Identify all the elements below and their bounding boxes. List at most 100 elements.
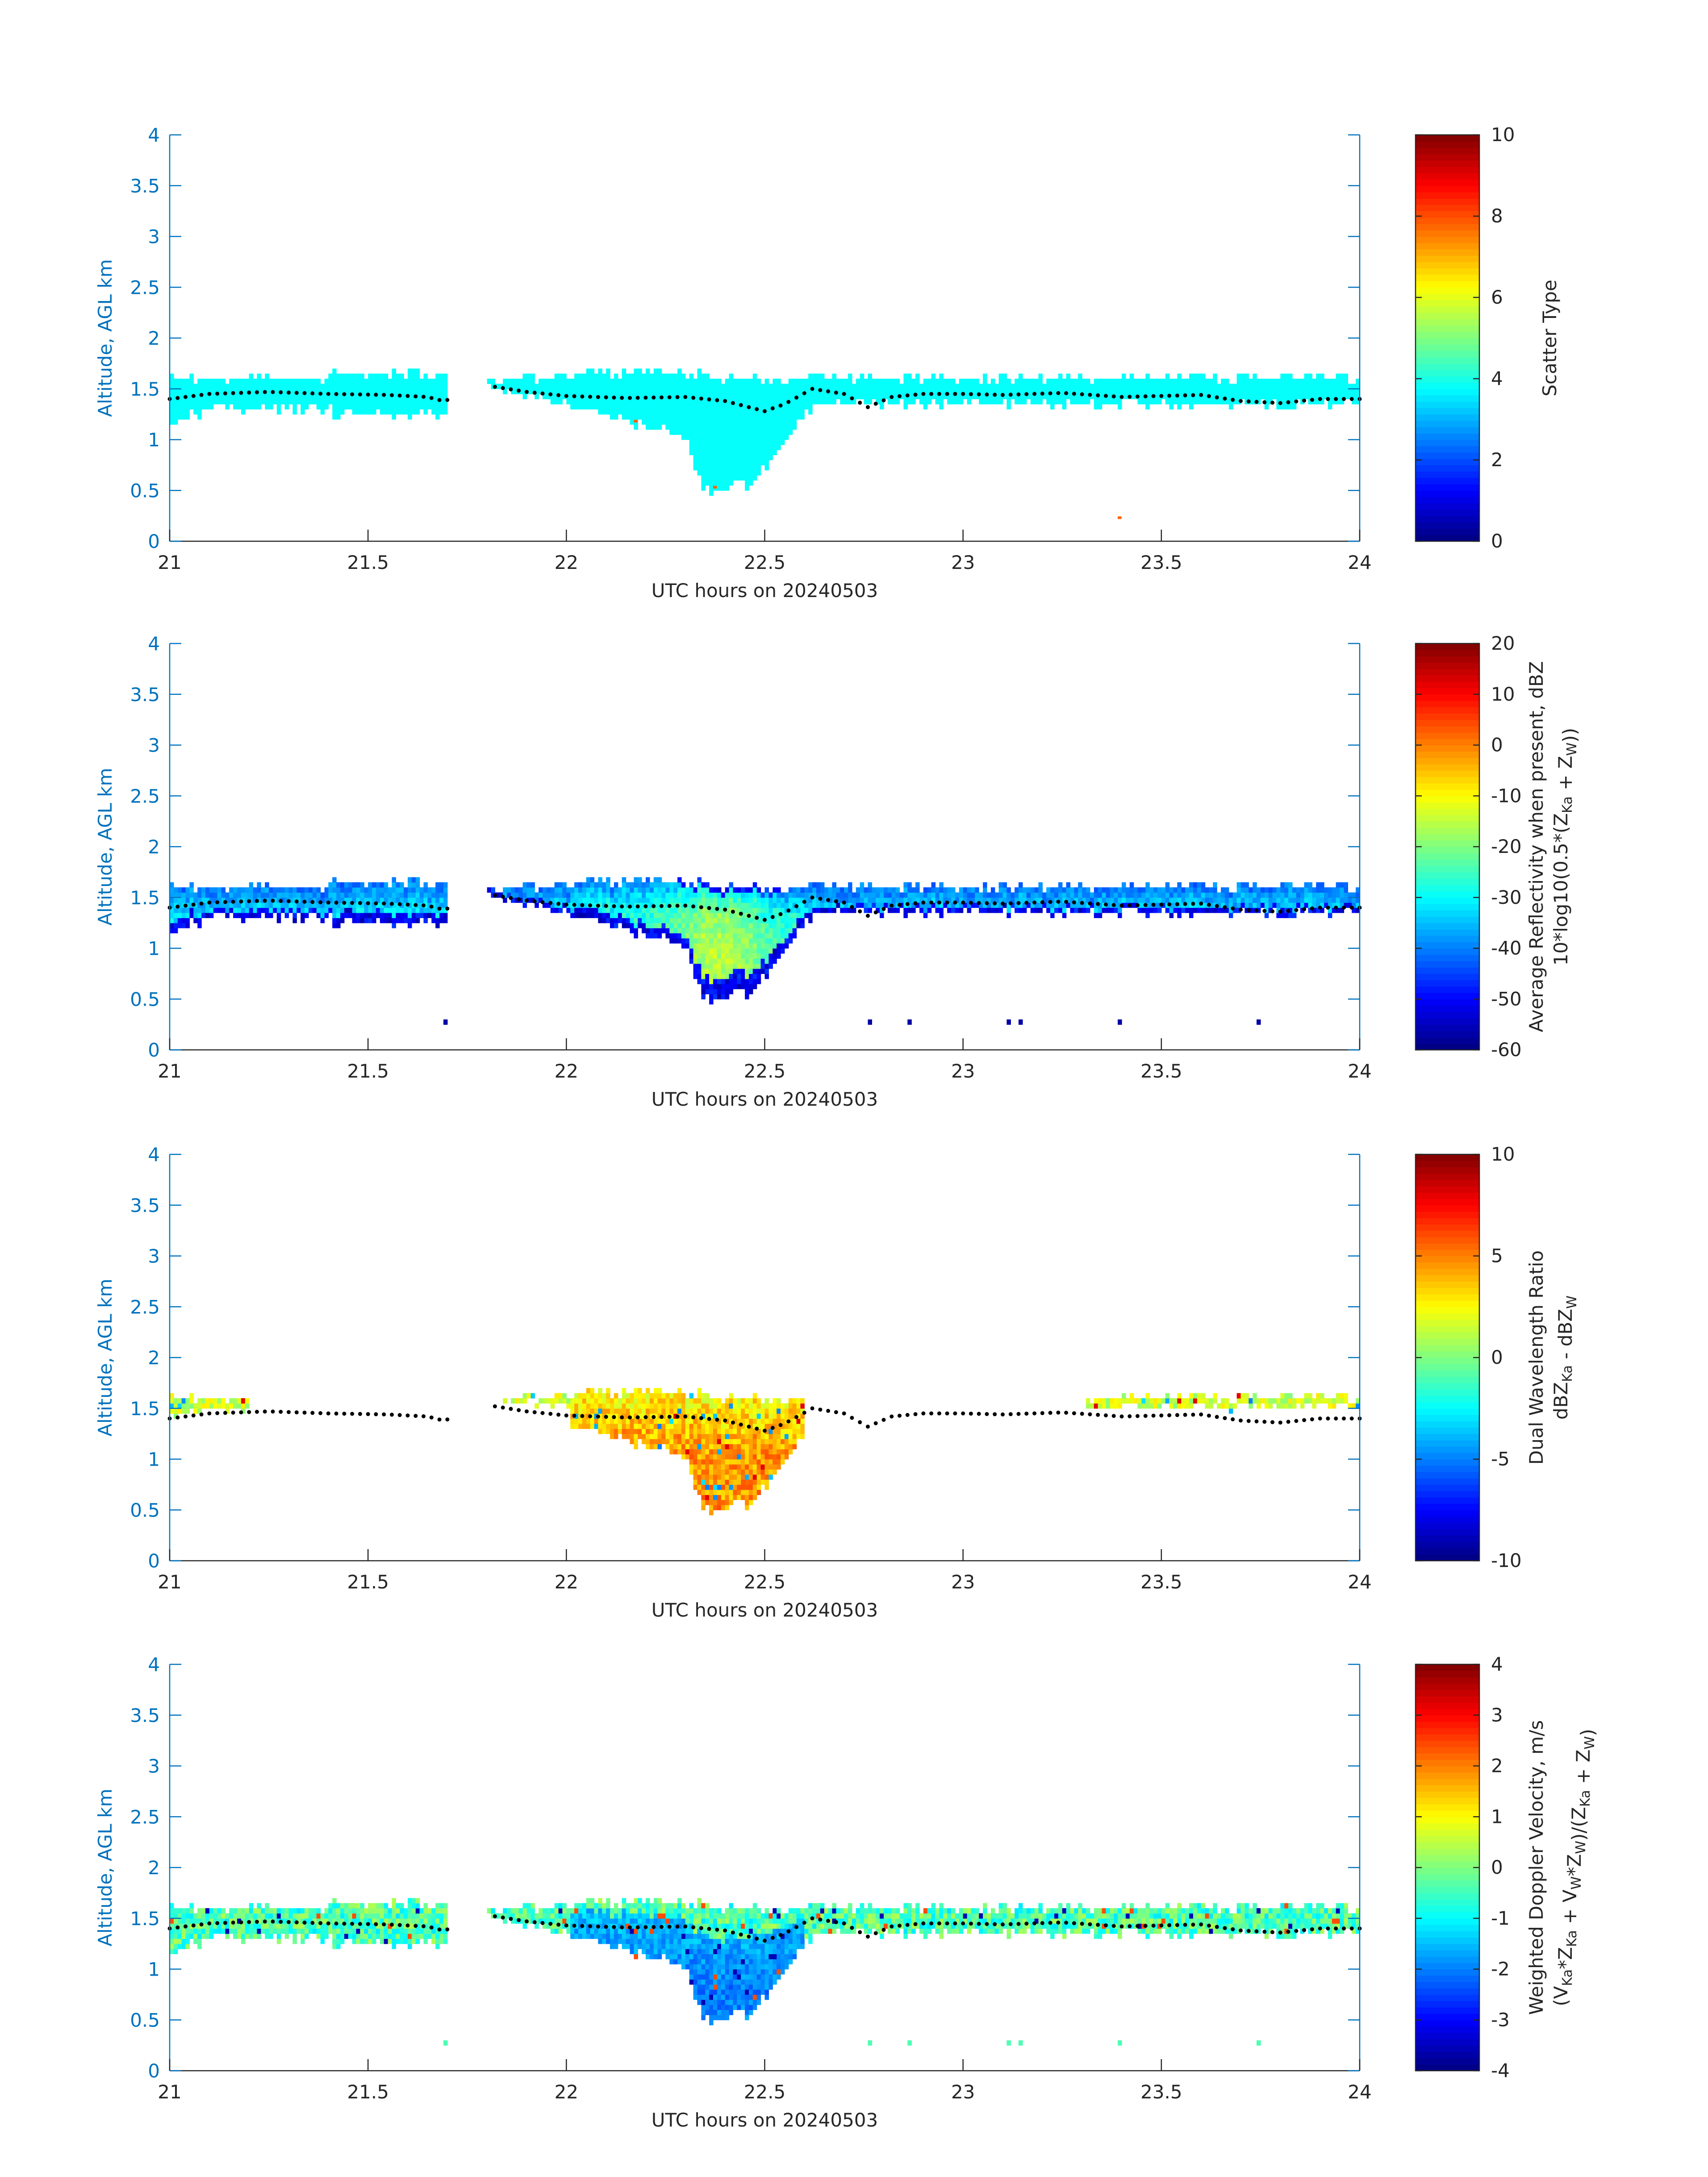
heatmap-cell — [1225, 384, 1229, 389]
heatmap-cell — [987, 399, 991, 405]
heatmap-cell — [1193, 379, 1198, 384]
colorbar-segment — [1416, 477, 1479, 485]
heatmap-cell — [316, 892, 321, 898]
heatmap-cell — [177, 923, 182, 928]
heatmap-cell — [1193, 903, 1198, 908]
heatmap-cell — [1078, 887, 1082, 893]
heatmap-cell — [681, 933, 686, 939]
heatmap-cell — [431, 897, 436, 903]
heatmap-cell — [431, 903, 436, 908]
heatmap-cell — [764, 933, 769, 939]
heatmap-cell — [1050, 394, 1055, 400]
heatmap-cell — [1129, 394, 1134, 400]
heatmap-cell — [729, 974, 734, 979]
heatmap-cell — [348, 404, 353, 409]
heatmap-cell — [1173, 399, 1178, 405]
heatmap-cell — [1344, 394, 1348, 400]
heatmap-cell — [745, 455, 749, 460]
heatmap-cell — [713, 389, 718, 394]
heatmap-cell — [217, 1403, 222, 1409]
heatmap-cell — [1264, 404, 1269, 409]
heatmap-cell — [535, 394, 539, 400]
heatmap-cell — [590, 887, 595, 893]
heatmap-cell — [951, 399, 956, 405]
cloud-base-point — [778, 912, 783, 916]
heatmap-cell — [1225, 907, 1229, 913]
cloud-base-line — [167, 893, 1362, 922]
heatmap-cell — [673, 414, 678, 420]
heatmap-cell — [554, 399, 559, 405]
heatmap-cell — [364, 897, 368, 903]
heatmap-cell — [1015, 887, 1019, 893]
colorbar-segment — [1416, 847, 1479, 853]
heatmap-cell — [320, 409, 325, 415]
heatmap-cell — [1328, 887, 1332, 893]
heatmap-cell — [756, 399, 761, 405]
heatmap-cell — [1145, 903, 1150, 908]
heatmap-cell — [1249, 389, 1253, 394]
heatmap-cell — [257, 892, 261, 898]
heatmap-cell — [411, 389, 416, 394]
heatmap-cell — [1046, 399, 1051, 405]
heatmap-cell — [848, 907, 852, 913]
heatmap-cell — [543, 903, 547, 908]
heatmap-cell — [554, 882, 559, 888]
heatmap-cell — [384, 918, 388, 923]
heatmap-cell — [1201, 384, 1206, 389]
heatmap-cell — [1264, 399, 1269, 405]
heatmap-cell — [1026, 887, 1031, 893]
heatmap-cell — [781, 892, 785, 898]
heatmap-cell — [1236, 373, 1241, 379]
heatmap-cell — [185, 903, 190, 908]
cloud-base-point — [1183, 393, 1187, 397]
heatmap-cell — [586, 1418, 591, 1424]
heatmap-cell — [689, 409, 694, 415]
heatmap-cell — [983, 882, 987, 888]
heatmap-cell — [752, 969, 757, 974]
heatmap-cell — [201, 379, 206, 384]
heatmap-cell — [681, 404, 686, 409]
cloud-base-point — [723, 907, 727, 912]
heatmap-cell — [423, 373, 428, 379]
heatmap-cell — [788, 938, 793, 944]
heatmap-cell — [566, 384, 571, 389]
heatmap-cell — [638, 1413, 642, 1419]
heatmap-cell — [598, 877, 602, 883]
heatmap-cell — [669, 409, 674, 415]
heatmap-cell — [1336, 394, 1341, 400]
heatmap-cell — [1137, 897, 1142, 903]
heatmap-cell — [784, 435, 789, 440]
heatmap-cell — [594, 373, 598, 379]
heatmap-cell — [630, 882, 634, 888]
cloud-base-point — [334, 900, 338, 905]
heatmap-cell — [661, 903, 666, 908]
heatmap-cell — [630, 907, 634, 913]
heatmap-cell — [1284, 892, 1289, 898]
heatmap-cell — [764, 912, 769, 918]
heatmap-cell — [273, 384, 277, 389]
heatmap-cell — [697, 953, 702, 959]
heatmap-cell — [709, 978, 714, 984]
heatmap-cell — [630, 923, 634, 928]
heatmap-cell — [907, 892, 912, 898]
heatmap-cell — [205, 399, 210, 405]
heatmap-cell — [332, 887, 337, 893]
heatmap-cell — [1157, 892, 1162, 898]
heatmap-cell — [955, 897, 960, 903]
heatmap-cell — [598, 882, 602, 888]
heatmap-cell — [348, 907, 353, 913]
heatmap-cell — [741, 943, 745, 949]
heatmap-cell — [622, 368, 626, 374]
heatmap-cell — [177, 897, 182, 903]
heatmap-cell — [820, 399, 825, 405]
heatmap-cell — [919, 389, 924, 394]
heatmap-cell — [804, 907, 809, 913]
heatmap-cell — [439, 892, 444, 898]
heatmap-cell — [344, 389, 349, 394]
heatmap-cell — [756, 928, 761, 933]
heatmap-cell — [408, 373, 412, 379]
colorbar-segment — [1416, 167, 1479, 173]
heatmap-cell — [745, 963, 749, 969]
heatmap-cell — [535, 1403, 539, 1409]
heatmap-cell — [725, 989, 730, 994]
